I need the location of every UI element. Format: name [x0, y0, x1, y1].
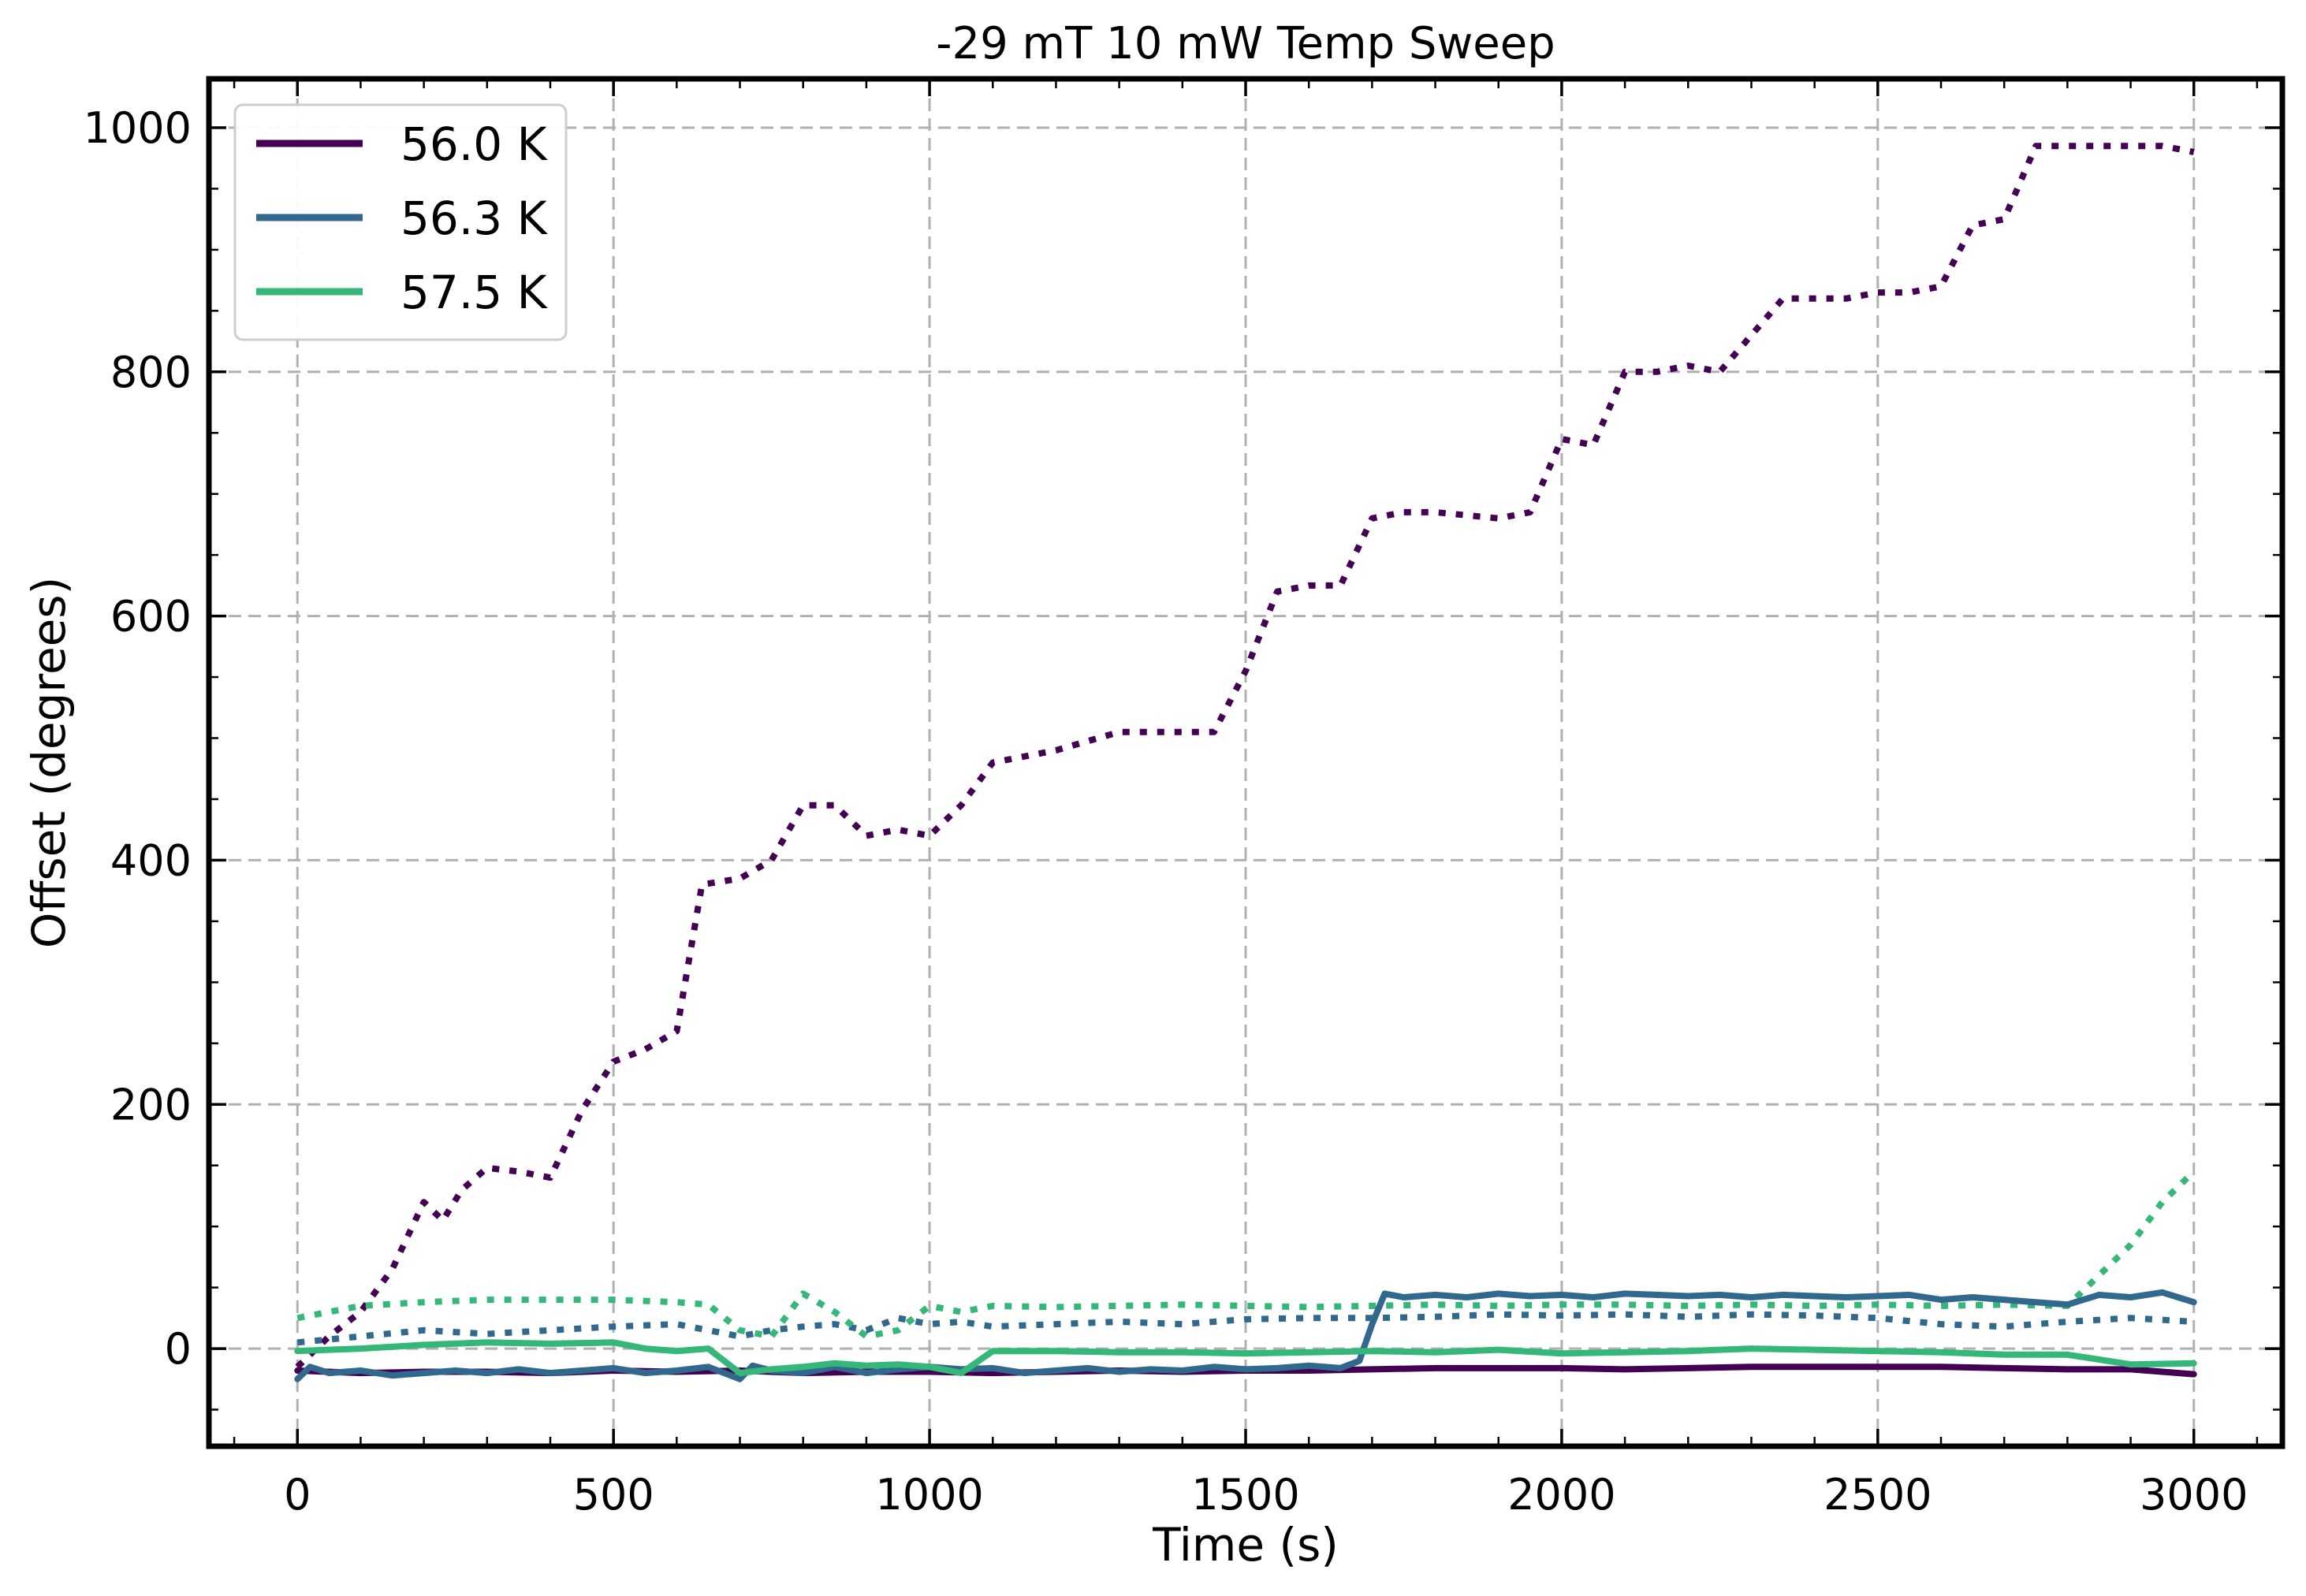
legend: 56.0 K 56.3 K 57.5 K	[233, 103, 568, 341]
major-ticks	[209, 79, 2282, 1446]
y-axis-label: Offset (degrees)	[22, 577, 76, 948]
x-tick-label: 1000	[875, 1470, 983, 1520]
legend-label: 57.5 K	[400, 266, 549, 319]
x-tick-label: 3000	[2140, 1470, 2248, 1520]
y-tick-label: 800	[110, 348, 192, 397]
x-tick-label: 2500	[1824, 1470, 1932, 1520]
plot-series	[294, 143, 2197, 1382]
x-tick-label: 500	[573, 1470, 654, 1520]
series-line-56-3-K-dotted	[296, 1311, 2194, 1346]
series-line-57-5-K-dotted	[296, 1169, 2196, 1340]
y-tick-label: 600	[110, 592, 192, 642]
series-line-57-5-K-solid	[294, 1339, 2197, 1377]
y-tick-label: 400	[110, 835, 192, 885]
x-tick-labels: 0 500 1000 1500 2000 2500 3000	[284, 1470, 2248, 1520]
y-tick-label: 200	[110, 1080, 192, 1129]
x-tick-label: 2000	[1507, 1470, 1615, 1520]
y-tick-labels: 0 200 400 600 800 1000	[84, 103, 192, 1374]
x-tick-label: 0	[284, 1470, 311, 1520]
series-line-56-0-K-dotted	[295, 143, 2195, 1370]
y-tick-label: 0	[165, 1324, 192, 1374]
series-line-56-3-K-solid	[294, 1289, 2197, 1382]
x-tick-label: 1500	[1191, 1470, 1299, 1520]
x-axis-label: Time (s)	[1152, 1518, 1339, 1572]
legend-label: 56.3 K	[400, 192, 549, 245]
legend-box	[233, 103, 568, 341]
chart-title: -29 mT 10 mW Temp Sweep	[936, 18, 1555, 69]
legend-label: 56.0 K	[400, 117, 549, 171]
plot-frame	[206, 76, 2286, 1449]
y-tick-label: 1000	[84, 103, 192, 153]
